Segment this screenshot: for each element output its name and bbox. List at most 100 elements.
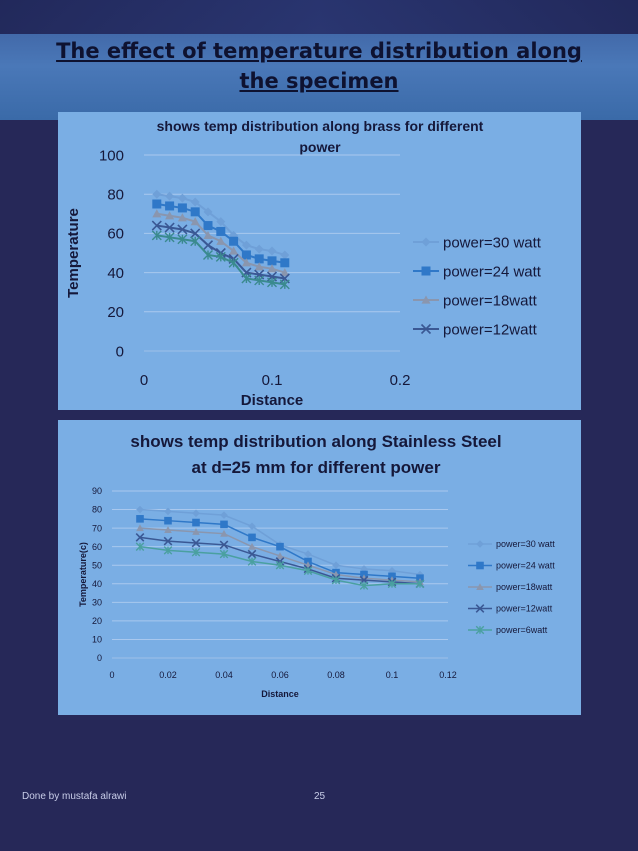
series-power-24-watt (152, 199, 290, 268)
x-tick-label: 0.08 (327, 670, 345, 680)
data-point (165, 201, 175, 211)
data-point (229, 236, 239, 246)
y-tick-label: 80 (92, 505, 102, 515)
y-axis-label: Temperature(c) (78, 542, 88, 607)
data-point (280, 268, 290, 277)
slide-title-line1: The effect of temperature distribution a… (56, 39, 582, 63)
data-point (241, 250, 251, 260)
data-point (190, 217, 200, 226)
slide-title: The effect of temperature distribution a… (20, 36, 618, 96)
data-point (267, 256, 277, 266)
data-point (241, 258, 251, 267)
data-point (152, 199, 162, 209)
data-point (241, 273, 252, 284)
legend-entry: power=6watt (468, 625, 548, 635)
legend-label: power=18watt (443, 292, 538, 309)
brass-chart-panel: shows temp distribution along brass for … (58, 112, 581, 410)
data-point (280, 258, 290, 268)
data-point (190, 236, 201, 247)
legend-marker (421, 295, 431, 304)
data-point (192, 509, 200, 518)
legend-marker (476, 583, 484, 591)
x-tick-label: 0 (109, 670, 114, 680)
y-tick-label: 10 (92, 635, 102, 645)
legend-entry: power=12watt (468, 604, 553, 614)
data-point (219, 540, 229, 550)
stainless-chart-panel: shows temp distribution along Stainless … (58, 420, 581, 715)
data-point (165, 191, 175, 201)
data-point (190, 228, 201, 239)
data-point (276, 552, 284, 559)
data-point (248, 533, 256, 542)
data-point (304, 550, 312, 558)
data-point (151, 220, 162, 231)
legend-entry: power=12watt (413, 321, 538, 338)
legend-label: power=30 watt (443, 234, 542, 251)
stainless-temperature-chart: shows temp distribution along Stainless … (78, 432, 555, 699)
legend-label: power=12watt (496, 604, 553, 614)
chart-title-line1: shows temp distribution along brass for … (157, 118, 484, 134)
legend-label: power=18watt (496, 582, 553, 592)
footer-author: Done by mustafa alrawi (22, 791, 127, 802)
data-point (387, 579, 397, 589)
header-dark-strip (0, 0, 638, 34)
data-point (203, 230, 213, 239)
series-unnamed (151, 230, 290, 290)
data-point (275, 560, 285, 570)
chart-title-line2: power (299, 139, 341, 155)
legend-marker (420, 323, 432, 335)
legend-entry: power=30 watt (468, 539, 555, 549)
x-tick-label: 0.12 (439, 670, 457, 680)
y-tick-label: 0 (116, 343, 124, 360)
data-point (216, 236, 226, 245)
legend-label: power=30 watt (496, 539, 555, 549)
data-point (151, 230, 162, 241)
y-tick-label: 90 (92, 486, 102, 496)
data-point (177, 234, 188, 245)
slide-title-line2: the specimen (239, 69, 399, 93)
data-point (220, 529, 228, 537)
data-point (152, 189, 162, 199)
series-power-18watt (152, 209, 290, 277)
data-point (359, 581, 369, 590)
y-tick-label: 60 (107, 226, 124, 243)
data-point (135, 533, 145, 542)
y-tick-label: 50 (92, 560, 102, 570)
data-point (177, 203, 187, 213)
data-point (177, 193, 187, 203)
x-tick-label: 0.2 (390, 372, 411, 389)
data-point (192, 518, 200, 527)
y-tick-label: 0 (97, 653, 102, 663)
legend-label: power=24 watt (496, 561, 555, 571)
data-point (220, 511, 228, 519)
data-point (216, 226, 226, 236)
data-point (219, 549, 229, 559)
legend-marker (475, 604, 485, 613)
y-tick-label: 40 (92, 579, 102, 589)
y-tick-label: 20 (107, 304, 124, 321)
x-tick-label: 0.06 (271, 670, 289, 680)
chart-title-line1: shows temp distribution along Stainless … (130, 432, 501, 451)
data-point (136, 505, 144, 514)
legend-entry: power=18watt (468, 582, 553, 592)
data-point (136, 524, 144, 532)
data-point (247, 557, 257, 566)
y-tick-label: 100 (99, 147, 124, 164)
data-point (220, 520, 228, 529)
data-point (415, 579, 425, 589)
data-point (254, 262, 264, 271)
x-tick-label: 0.1 (262, 372, 283, 389)
data-point (177, 213, 187, 222)
y-tick-label: 30 (92, 597, 102, 607)
legend-marker (476, 561, 484, 570)
data-point (203, 249, 213, 260)
y-tick-label: 40 (107, 265, 124, 282)
data-point (164, 516, 172, 525)
data-point (267, 264, 277, 273)
data-point (136, 515, 144, 523)
data-point (248, 542, 256, 550)
legend-entry: power=18watt (413, 292, 538, 309)
data-point (192, 528, 200, 535)
y-tick-label: 20 (92, 616, 102, 626)
data-point (267, 246, 277, 256)
